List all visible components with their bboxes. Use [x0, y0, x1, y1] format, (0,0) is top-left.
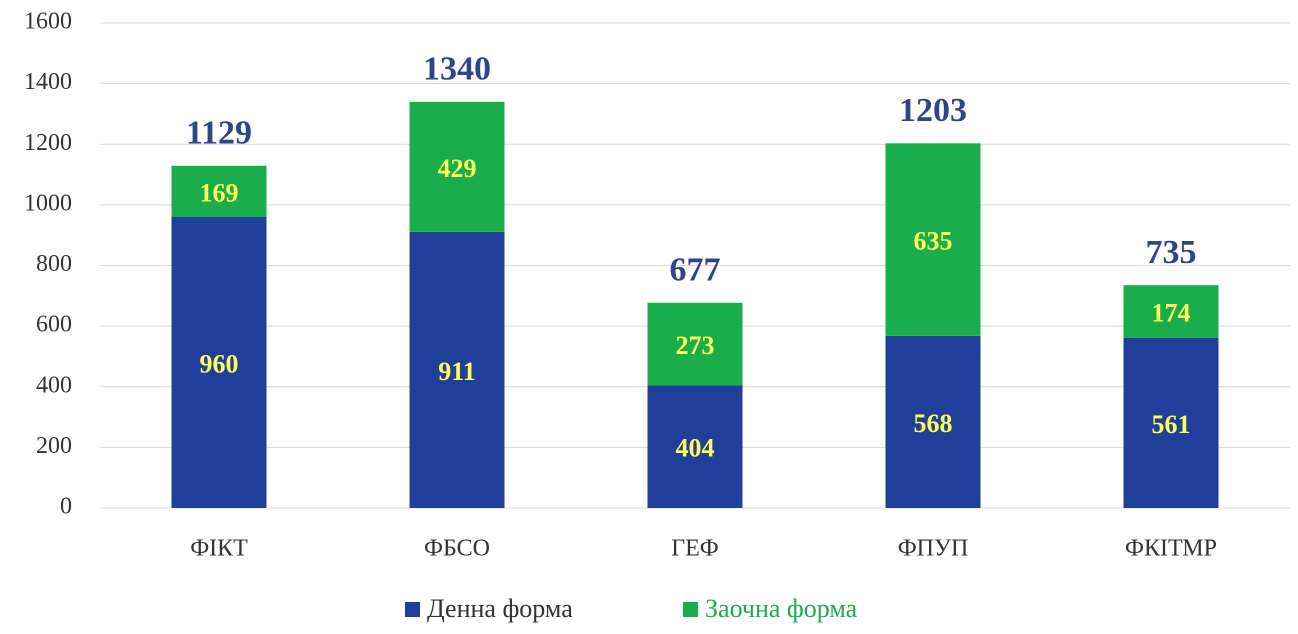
bar-segment	[647, 385, 743, 508]
total-label: 677	[670, 252, 721, 289]
y-tick-label: 400	[36, 372, 72, 398]
y-tick-label: 1400	[24, 69, 72, 95]
x-tick-label: ФІКТ	[190, 536, 248, 562]
y-tick-label: 1000	[24, 190, 72, 216]
bar-segment	[171, 217, 267, 508]
y-tick-label: 200	[36, 433, 72, 459]
legend-label: Заочна форма	[705, 594, 858, 623]
data-label: 273	[676, 331, 715, 360]
y-tick-label: 800	[36, 251, 72, 277]
y-tick-label: 1200	[24, 130, 72, 156]
y-tick-label: 1600	[24, 9, 72, 35]
x-tick-label: ФБСО	[424, 536, 490, 562]
y-tick-label: 0	[60, 494, 72, 520]
data-label: 911	[438, 357, 476, 386]
data-label: 960	[200, 349, 239, 378]
bar-segment	[409, 231, 505, 508]
legend-swatch	[683, 602, 698, 617]
total-label: 1129	[186, 115, 252, 152]
bar-segment	[171, 165, 267, 217]
legend-label: Денна форма	[427, 594, 573, 623]
data-label: 404	[676, 434, 715, 463]
bar-segment	[409, 101, 505, 232]
total-label: 1203	[899, 92, 967, 129]
total-label: 735	[1146, 234, 1197, 271]
y-tick-label: 600	[36, 312, 72, 338]
data-label: 429	[438, 154, 477, 183]
data-label: 174	[1152, 299, 1191, 328]
x-tick-label: ФКІТМР	[1125, 536, 1217, 562]
data-label: 635	[914, 227, 953, 256]
data-label: 561	[1152, 410, 1191, 439]
data-label: 169	[200, 178, 239, 207]
bar-segment	[885, 335, 981, 508]
bar-segment	[647, 302, 743, 386]
bar-segment	[1123, 285, 1219, 338]
total-label: 1340	[423, 51, 491, 88]
x-tick-label: ФПУП	[898, 536, 969, 562]
data-label: 568	[914, 409, 953, 438]
bar-segment	[885, 143, 981, 336]
x-tick-label: ГЕФ	[671, 536, 719, 562]
legend-swatch	[405, 602, 420, 617]
bar-segment	[1123, 337, 1219, 508]
